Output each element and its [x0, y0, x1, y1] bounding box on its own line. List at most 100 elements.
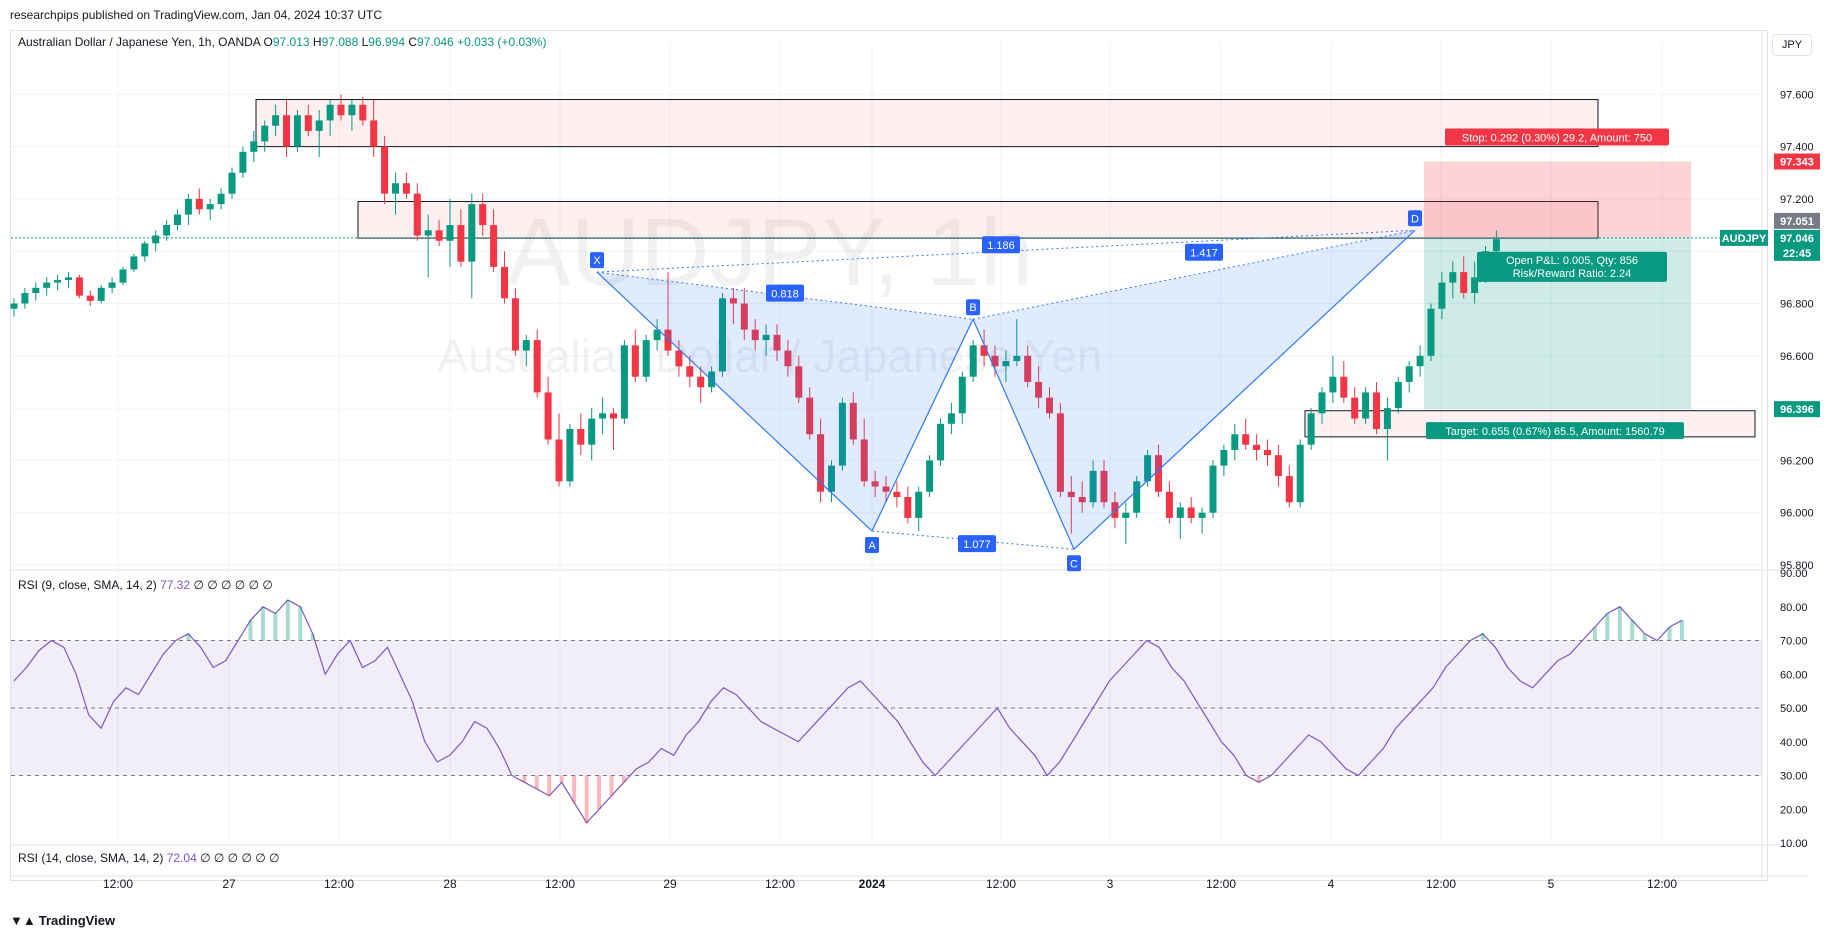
- tradingview-logo-text: TradingView: [38, 913, 116, 928]
- pattern-ratio-line: [596, 229, 1416, 273]
- candle-body: [10, 303, 18, 309]
- pattern-ratio-label: 1.077: [963, 539, 991, 551]
- candle-body: [1427, 308, 1435, 356]
- symbol-name[interactable]: Australian Dollar / Japanese Yen, 1h, OA…: [18, 35, 261, 49]
- candle-body: [511, 298, 519, 351]
- candle-body: [1100, 470, 1108, 503]
- tradingview-logo[interactable]: ▼▲ TradingView: [10, 913, 115, 928]
- candle-body: [937, 423, 944, 461]
- candle-body: [751, 329, 759, 341]
- candle-body: [130, 256, 138, 270]
- candle-body: [304, 115, 312, 131]
- candle-body: [533, 340, 541, 393]
- risk-reward-label: Risk/Reward Ratio: 2.24: [1513, 268, 1632, 280]
- candle-body: [991, 355, 999, 367]
- candle-body: [261, 125, 269, 142]
- candle-body: [1198, 512, 1206, 518]
- tradingview-logo-icon: ▼▲: [10, 913, 36, 928]
- candle-body: [599, 413, 607, 419]
- rsi-9-legend: RSI (9, close, SMA, 14, 2) 77.32 ∅ ∅ ∅ ∅…: [18, 578, 273, 592]
- pattern-ratio-label: 0.818: [771, 289, 799, 301]
- close-label: C: [408, 35, 418, 49]
- candle-body: [1253, 444, 1261, 450]
- rsi-14-legend: RSI (14, close, SMA, 14, 2) 72.04 ∅ ∅ ∅ …: [18, 851, 280, 865]
- candle-body: [228, 172, 236, 194]
- pattern-leg: [871, 318, 974, 532]
- pattern-ratio-label: 1.417: [1190, 248, 1218, 260]
- candle-body: [21, 293, 29, 304]
- candle-body: [479, 204, 487, 226]
- candle-body: [882, 486, 890, 492]
- candle-body: [697, 376, 705, 388]
- x-tick-label: 28: [443, 877, 457, 891]
- y-tick-label: 97.200: [1780, 194, 1814, 206]
- candle-body: [544, 392, 552, 440]
- candle-body: [250, 141, 258, 152]
- candle-body: [174, 214, 181, 226]
- y-tick-label: 97.600: [1780, 89, 1814, 101]
- candle-body: [1231, 434, 1239, 450]
- candle-body: [337, 104, 345, 116]
- pnl-label: Open P&L: 0.005, Qty: 856: [1506, 255, 1638, 267]
- high-price-label-badge: [1774, 212, 1820, 229]
- candle-body: [806, 397, 814, 435]
- rsi-tick-label: 60.00: [1780, 669, 1808, 681]
- x-tick-label: 12:00: [1647, 877, 1677, 891]
- x-tick-label: 29: [663, 877, 677, 891]
- candle-body: [163, 225, 171, 236]
- candle-body: [32, 287, 40, 294]
- candle-body: [1264, 449, 1271, 456]
- candle-body: [762, 334, 770, 341]
- candle-body: [457, 225, 465, 262]
- rsi-9-label[interactable]: RSI (9, close, SMA, 14, 2): [18, 578, 157, 592]
- x-tick-label: 5: [1548, 877, 1555, 891]
- candle-body: [43, 282, 51, 288]
- candle-body: [1035, 381, 1043, 398]
- high-label: H: [312, 35, 322, 49]
- candle-body: [620, 345, 628, 419]
- pattern-bcd-fill: [973, 230, 1415, 550]
- publisher-note: researchpips published on TradingView.co…: [10, 8, 383, 22]
- candle-body: [424, 230, 432, 236]
- candle-body: [141, 243, 149, 257]
- symbol-price-label-badge: [1720, 229, 1768, 246]
- candle-body: [555, 439, 563, 482]
- pattern-point-badge: [1408, 210, 1422, 227]
- candle-body: [1296, 444, 1304, 503]
- x-tick-label: 12:00: [765, 877, 795, 891]
- candle-body: [1056, 413, 1064, 492]
- x-tick-label: 12:00: [1206, 877, 1236, 891]
- candle-body: [1373, 392, 1380, 430]
- rsi-14-extras: ∅ ∅ ∅ ∅ ∅ ∅: [200, 851, 280, 865]
- x-tick-label: 3: [1107, 877, 1114, 891]
- candle-body: [97, 287, 105, 301]
- candle-body: [315, 120, 323, 131]
- candle-body: [1220, 449, 1228, 466]
- y-tick-label: 96.000: [1780, 508, 1814, 520]
- candle-body: [915, 491, 923, 518]
- x-tick-label: 12:00: [324, 877, 354, 891]
- rsi-14-label[interactable]: RSI (14, close, SMA, 14, 2): [18, 851, 164, 865]
- candle-body: [1165, 491, 1173, 518]
- y-tick-label: 97.400: [1780, 142, 1814, 154]
- last-price-label: 97.046: [1780, 233, 1814, 245]
- rsi-tick-label: 90.00: [1780, 568, 1808, 580]
- pattern-ratio-line: [596, 271, 974, 320]
- candle-body: [675, 350, 683, 367]
- candle-body: [740, 303, 748, 330]
- candle-body: [239, 151, 247, 173]
- currency-button[interactable]: JPY: [1772, 34, 1812, 56]
- candle-body: [359, 104, 367, 121]
- candle-body: [904, 497, 912, 518]
- target-label: Target: 0.655 (0.67%) 65.5, Amount: 1560…: [1445, 426, 1665, 438]
- candle-body: [195, 198, 203, 210]
- rsi-9-value: 77.32: [160, 578, 191, 592]
- candle-body: [1002, 361, 1010, 367]
- pattern-point-badge: [966, 299, 980, 316]
- candle-body: [631, 345, 639, 377]
- y-tick-label: 96.600: [1780, 351, 1814, 363]
- candle-body: [1416, 355, 1424, 367]
- stop-label-badge: [1445, 128, 1669, 146]
- candle-body: [1351, 397, 1359, 419]
